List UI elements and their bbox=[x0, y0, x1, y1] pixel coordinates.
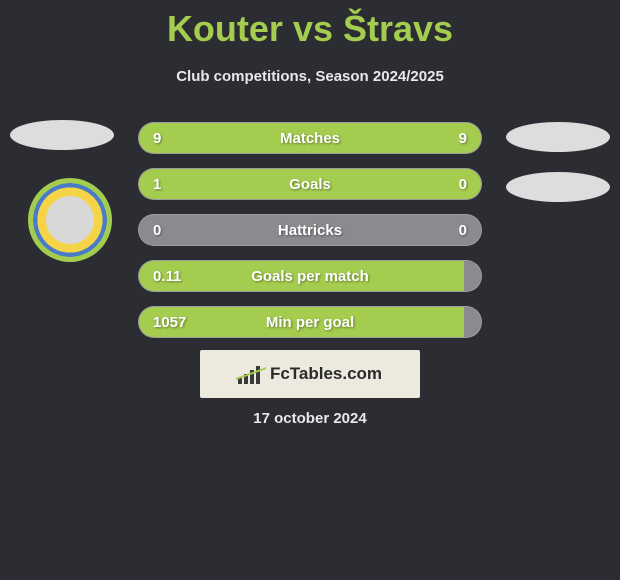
player-left-avatar bbox=[10, 120, 114, 150]
stat-right-value: 0 bbox=[459, 176, 467, 193]
stat-label: Min per goal bbox=[139, 314, 481, 331]
club-badge bbox=[28, 178, 112, 262]
stat-label: Hattricks bbox=[139, 222, 481, 239]
brand-badge[interactable]: FcTables.com bbox=[200, 350, 420, 398]
page-title: Kouter vs Štravs bbox=[0, 0, 620, 50]
date: 17 october 2024 bbox=[0, 410, 620, 427]
stat-row: 0.11Goals per match bbox=[138, 260, 482, 292]
chart-icon bbox=[238, 364, 264, 384]
stat-row: 1057Min per goal bbox=[138, 306, 482, 338]
stat-label: Goals per match bbox=[139, 268, 481, 285]
stat-label: Matches bbox=[139, 130, 481, 147]
stat-row: 9Matches9 bbox=[138, 122, 482, 154]
stat-row: 1Goals0 bbox=[138, 168, 482, 200]
stat-row: 0Hattricks0 bbox=[138, 214, 482, 246]
player-right-avatar-2 bbox=[506, 172, 610, 202]
brand-text: FcTables.com bbox=[270, 364, 382, 384]
player-right-avatar bbox=[506, 122, 610, 152]
stat-right-value: 9 bbox=[459, 130, 467, 147]
stat-label: Goals bbox=[139, 176, 481, 193]
stats-container: 9Matches91Goals00Hattricks00.11Goals per… bbox=[138, 122, 482, 352]
subtitle: Club competitions, Season 2024/2025 bbox=[0, 68, 620, 85]
stat-right-value: 0 bbox=[459, 222, 467, 239]
